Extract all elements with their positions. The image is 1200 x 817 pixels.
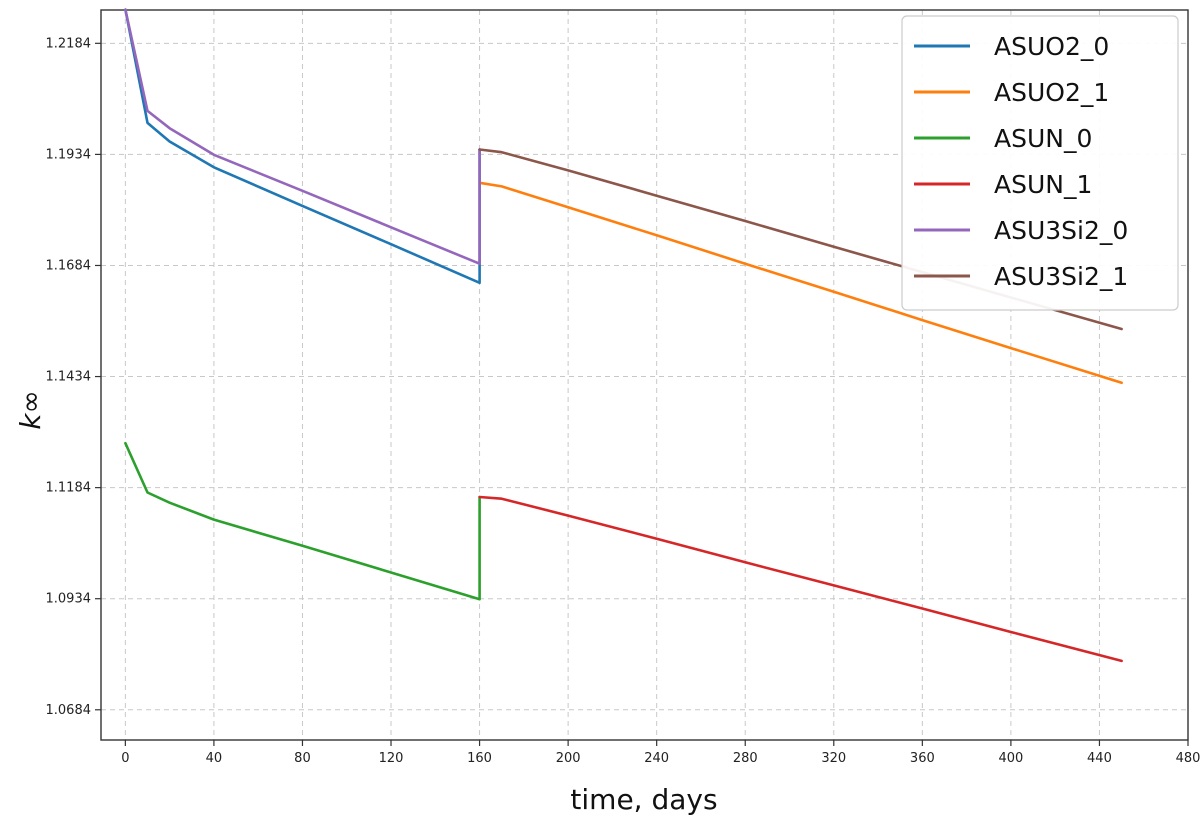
legend-box	[901, 15, 1179, 311]
y-tick-label: 1.1684	[46, 258, 92, 273]
y-tick-label: 1.1434	[46, 370, 92, 385]
series-line-asu3si2-0	[124, 8, 481, 266]
legend-label: ASUO2_0	[994, 32, 1109, 61]
series-line-asuo2-0	[124, 8, 481, 285]
x-tick-label: 120	[379, 751, 404, 766]
x-tick-label: 440	[1087, 751, 1112, 766]
series-line-asun-1	[478, 495, 1123, 663]
y-tick-label: 1.1184	[46, 481, 92, 496]
legend-label: ASU3Si2_1	[994, 262, 1128, 291]
y-tick-label: 1.0684	[46, 703, 92, 718]
y-axis-label: k∞	[14, 390, 47, 430]
x-tick-label: 320	[821, 751, 846, 766]
y-tick-label: 1.2184	[46, 36, 92, 51]
legend-label: ASUO2_1	[994, 78, 1109, 107]
legend: ASUO2_0 ASUO2_1 ASUN_0 ASUN_1 ASU3Si2_0 ASU3S…	[901, 15, 1179, 311]
x-tick-label: 400	[998, 751, 1023, 766]
x-axis-label: time, days	[570, 783, 717, 816]
x-tick-label: 0	[121, 751, 129, 766]
x-tick-label: 280	[733, 751, 758, 766]
series-line-asun-0	[124, 441, 481, 601]
x-tick-label: 240	[644, 751, 669, 766]
axis-ticks: 0 40 80 120 160 200 240 280 320 360 400 440 480 1.068…	[46, 36, 1200, 766]
plot-area	[100, 9, 1189, 741]
x-tick-label: 160	[467, 751, 492, 766]
x-tick-label: 40	[206, 751, 223, 766]
x-tick-label: 360	[910, 751, 935, 766]
grid	[101, 10, 1189, 740]
x-tick-label: 80	[294, 751, 311, 766]
series-line-asuo2-1	[478, 181, 1123, 385]
legend-label: ASUN_0	[994, 124, 1092, 153]
x-tick-label: 480	[1176, 751, 1200, 766]
y-tick-label: 1.0934	[46, 592, 92, 607]
x-tick-label: 200	[556, 751, 581, 766]
legend-label: ASUN_1	[994, 170, 1092, 199]
legend-label: ASU3Si2_0	[994, 216, 1128, 245]
y-tick-label: 1.1934	[46, 147, 92, 162]
